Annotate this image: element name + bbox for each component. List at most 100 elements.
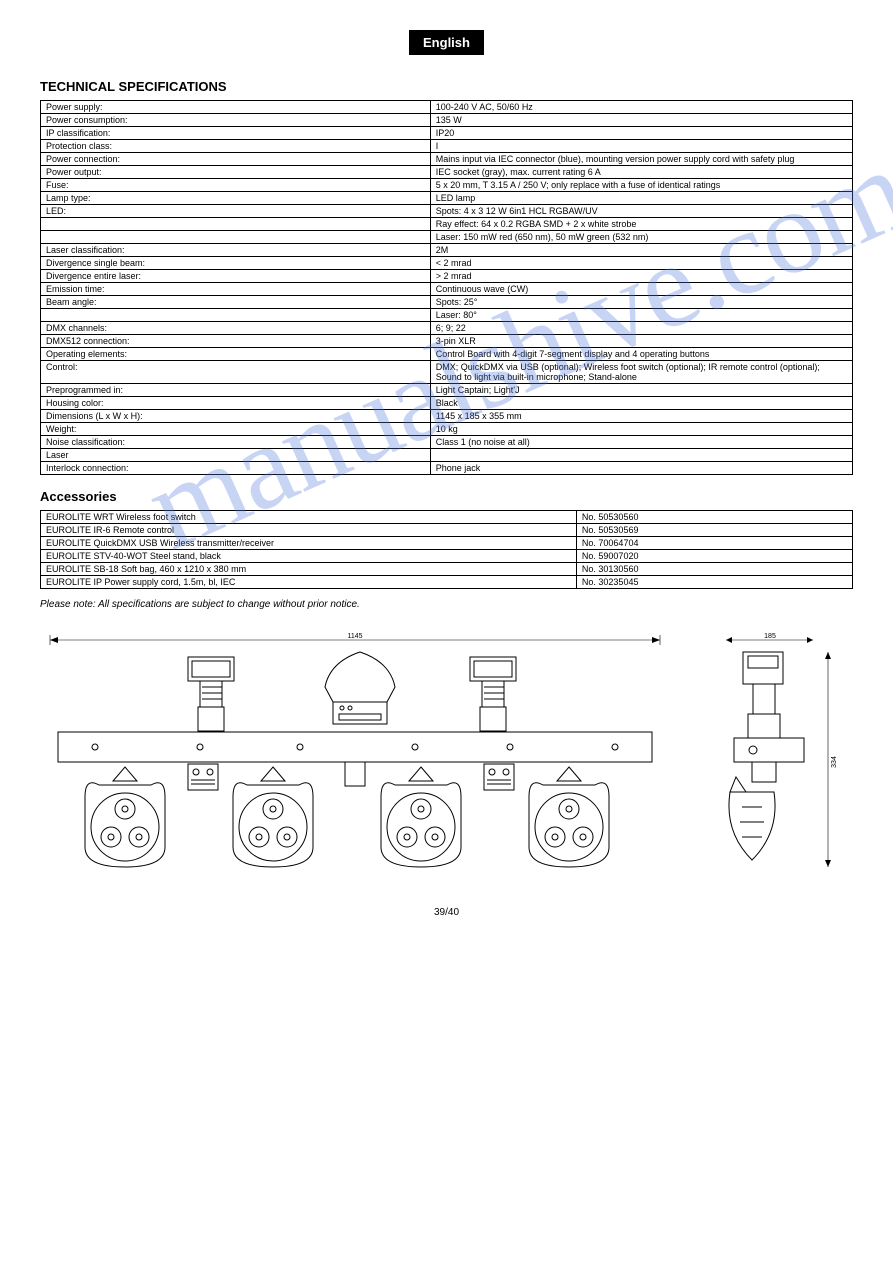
spec-value: 5 x 20 mm, T 3.15 A / 250 V; only replac… bbox=[430, 179, 852, 192]
spec-value: < 2 mrad bbox=[430, 257, 852, 270]
table-row: DMX channels:6; 9; 22 bbox=[41, 322, 853, 335]
spec-key: Protection class: bbox=[41, 140, 431, 153]
table-row: Laser: 150 mW red (650 nm), 50 mW green … bbox=[41, 231, 853, 244]
table-row: Laser classification:2M bbox=[41, 244, 853, 257]
page-number: 39/40 bbox=[40, 907, 853, 918]
footnote: Please note: All specifications are subj… bbox=[40, 599, 853, 610]
table-row: Control:DMX; QuickDMX via USB (optional)… bbox=[41, 361, 853, 384]
spec-key: Power supply: bbox=[41, 101, 431, 114]
spec-value: 100-240 V AC, 50/60 Hz bbox=[430, 101, 852, 114]
spec-key: Noise classification: bbox=[41, 436, 431, 449]
spec-value: 1145 x 185 x 355 mm bbox=[430, 410, 852, 423]
table-row: EUROLITE SB-18 Soft bag, 460 x 1210 x 38… bbox=[41, 563, 853, 576]
table-row: LED:Spots: 4 x 3 12 W 6in1 HCL RGBAW/UV bbox=[41, 205, 853, 218]
spec-key: Interlock connection: bbox=[41, 462, 431, 475]
spec-value: > 2 mrad bbox=[430, 270, 852, 283]
accessory-number: No. 30235045 bbox=[576, 576, 852, 589]
spec-key: Divergence entire laser: bbox=[41, 270, 431, 283]
table-row: Power connection:Mains input via IEC con… bbox=[41, 153, 853, 166]
svg-text:185: 185 bbox=[764, 633, 776, 640]
accessory-name: EUROLITE IP Power supply cord, 1.5m, bl,… bbox=[41, 576, 577, 589]
table-row: Divergence single beam:< 2 mrad bbox=[41, 257, 853, 270]
spec-value: Spots: 25° bbox=[430, 296, 852, 309]
table-row: Laser: 80° bbox=[41, 309, 853, 322]
spec-value: DMX; QuickDMX via USB (optional); Wirele… bbox=[430, 361, 852, 384]
spec-value: Spots: 4 x 3 12 W 6in1 HCL RGBAW/UV bbox=[430, 205, 852, 218]
spec-value: Phone jack bbox=[430, 462, 852, 475]
spec-key: Lamp type: bbox=[41, 192, 431, 205]
accessory-name: EUROLITE WRT Wireless foot switch bbox=[41, 511, 577, 524]
language-badbadewagen: English bbox=[409, 30, 484, 55]
table-row: Laser bbox=[41, 449, 853, 462]
spec-key: IP classification: bbox=[41, 127, 431, 140]
spec-key: Laser bbox=[41, 449, 431, 462]
spec-value: 10 kg bbox=[430, 423, 852, 436]
accessory-name: EUROLITE IR-6 Remote control bbox=[41, 524, 577, 537]
spec-key: LED: bbox=[41, 205, 431, 218]
table-row: Fuse:5 x 20 mm, T 3.15 A / 250 V; only r… bbox=[41, 179, 853, 192]
spec-value: Continuous wave (CW) bbox=[430, 283, 852, 296]
table-row: EUROLITE IP Power supply cord, 1.5m, bl,… bbox=[41, 576, 853, 589]
accessories-table: EUROLITE WRT Wireless foot switchNo. 505… bbox=[40, 510, 853, 589]
spec-key: Beam angle: bbox=[41, 296, 431, 309]
table-row: Divergence entire laser:> 2 mrad bbox=[41, 270, 853, 283]
spec-value: Light Captain; Light'J bbox=[430, 384, 852, 397]
spec-key: Power connection: bbox=[41, 153, 431, 166]
accessory-number: No. 30130560 bbox=[576, 563, 852, 576]
table-row: Power supply:100-240 V AC, 50/60 Hz bbox=[41, 101, 853, 114]
spec-value: 2M bbox=[430, 244, 852, 257]
table-row: Emission time:Continuous wave (CW) bbox=[41, 283, 853, 296]
table-row: Ray effect: 64 x 0.2 RGBA SMD + 2 x whit… bbox=[41, 218, 853, 231]
spec-value: IEC socket (gray), max. current rating 6… bbox=[430, 166, 852, 179]
spec-key: Divergence single beam: bbox=[41, 257, 431, 270]
spec-value: Mains input via IEC connector (blue), mo… bbox=[430, 153, 852, 166]
spec-key: Fuse: bbox=[41, 179, 431, 192]
table-row: DMX512 connection:3-pin XLR bbox=[41, 335, 853, 348]
spec-value: Black bbox=[430, 397, 852, 410]
spec-key bbox=[41, 309, 431, 322]
dimension-drawings: 1145 bbox=[40, 632, 853, 887]
accessory-number: No. 70064704 bbox=[576, 537, 852, 550]
spec-key: Preprogrammed in: bbox=[41, 384, 431, 397]
spec-key: Emission time: bbox=[41, 283, 431, 296]
spec-value: Ray effect: 64 x 0.2 RGBA SMD + 2 x whit… bbox=[430, 218, 852, 231]
table-row: Lamp type:LED lamp bbox=[41, 192, 853, 205]
table-row: Interlock connection:Phone jack bbox=[41, 462, 853, 475]
spec-value bbox=[430, 449, 852, 462]
spec-key: Power output: bbox=[41, 166, 431, 179]
svg-text:1145: 1145 bbox=[347, 633, 362, 640]
spec-value: LED lamp bbox=[430, 192, 852, 205]
spec-key: Dimensions (L x W x H): bbox=[41, 410, 431, 423]
specifications-table: Power supply:100-240 V AC, 50/60 HzPower… bbox=[40, 100, 853, 475]
spec-value: Class 1 (no noise at all) bbox=[430, 436, 852, 449]
table-row: Housing color:Black bbox=[41, 397, 853, 410]
spec-value: 135 W bbox=[430, 114, 852, 127]
accessories-heading: Accessories bbox=[40, 489, 853, 504]
svg-text:334: 334 bbox=[831, 756, 838, 768]
table-row: EUROLITE WRT Wireless foot switchNo. 505… bbox=[41, 511, 853, 524]
table-row: Power consumption:135 W bbox=[41, 114, 853, 127]
spec-value: Control Board with 4-digit 7-segment dis… bbox=[430, 348, 852, 361]
spec-value: 3-pin XLR bbox=[430, 335, 852, 348]
table-row: Power output:IEC socket (gray), max. cur… bbox=[41, 166, 853, 179]
table-row: EUROLITE QuickDMX USB Wireless transmitt… bbox=[41, 537, 853, 550]
spec-value: I bbox=[430, 140, 852, 153]
spec-key: Weight: bbox=[41, 423, 431, 436]
spec-key bbox=[41, 231, 431, 244]
spec-key: Power consumption: bbox=[41, 114, 431, 127]
accessory-number: No. 50530560 bbox=[576, 511, 852, 524]
spec-key: Control: bbox=[41, 361, 431, 384]
table-row: EUROLITE IR-6 Remote controlNo. 50530569 bbox=[41, 524, 853, 537]
spec-value: Laser: 150 mW red (650 nm), 50 mW green … bbox=[430, 231, 852, 244]
spec-key: Housing color: bbox=[41, 397, 431, 410]
table-row: Preprogrammed in:Light Captain; Light'J bbox=[41, 384, 853, 397]
table-row: Noise classification:Class 1 (no noise a… bbox=[41, 436, 853, 449]
table-row: EUROLITE STV-40-WOT Steel stand, blackNo… bbox=[41, 550, 853, 563]
spec-value: Laser: 80° bbox=[430, 309, 852, 322]
spec-value: 6; 9; 22 bbox=[430, 322, 852, 335]
spec-key bbox=[41, 218, 431, 231]
table-row: Weight:10 kg bbox=[41, 423, 853, 436]
accessory-name: EUROLITE SB-18 Soft bag, 460 x 1210 x 38… bbox=[41, 563, 577, 576]
table-row: Dimensions (L x W x H):1145 x 185 x 355 … bbox=[41, 410, 853, 423]
spec-key: Laser classification: bbox=[41, 244, 431, 257]
